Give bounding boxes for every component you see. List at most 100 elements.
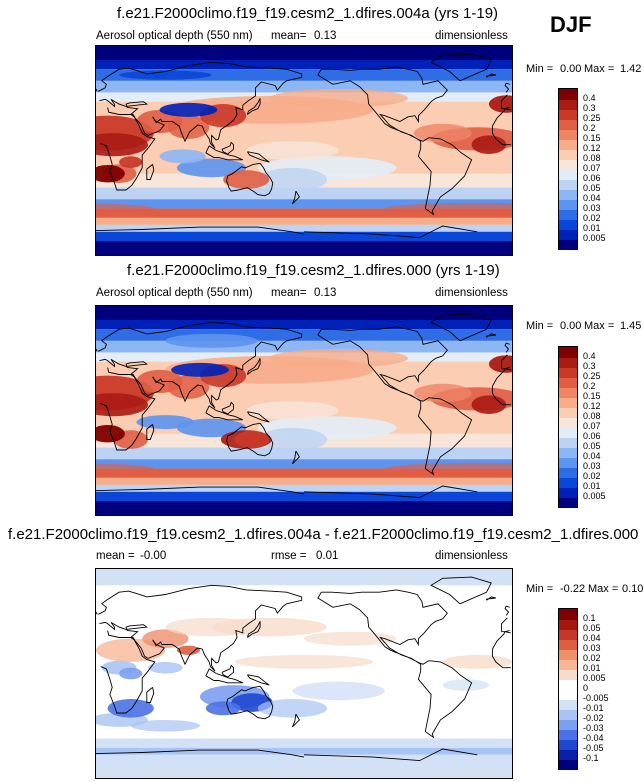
panel2-colorbar-swatch bbox=[559, 467, 577, 478]
panel3-colorbar-tick-label: -0.005 bbox=[583, 693, 609, 703]
panel3-map-canvas bbox=[96, 569, 512, 778]
panel3-colorbar-swatch bbox=[559, 669, 577, 680]
panel2-map-canvas bbox=[96, 306, 512, 515]
panel1-colorbar-tick-label: 0.02 bbox=[583, 213, 601, 223]
panel1-colorbar-tick-label: 0.01 bbox=[583, 223, 601, 233]
panel3-title: f.e21.F2000climo.f19_f19.cesm2_1.dfires.… bbox=[8, 526, 639, 543]
panel2-colorbar-tick-label: 0.15 bbox=[583, 391, 601, 401]
panel2-colorbar-tick-label: 0.12 bbox=[583, 401, 601, 411]
panel1-colorbar-swatch bbox=[559, 109, 577, 120]
panel1-colorbar-swatch bbox=[559, 99, 577, 110]
panel3-max-value: 0.10 bbox=[622, 583, 644, 595]
panel3-colorbar-swatch bbox=[559, 709, 577, 720]
panel1-max-value: 1.42 bbox=[620, 63, 642, 75]
panel1-colorbar-swatch bbox=[559, 189, 577, 200]
panel2-colorbar-swatch bbox=[559, 447, 577, 458]
panel2-colorbar-swatch bbox=[559, 397, 577, 408]
panel3-colorbar-tick-label: 0.01 bbox=[583, 663, 601, 673]
panel3-colorbar-swatch bbox=[559, 659, 577, 670]
panel3-colorbar-tick-label: -0.05 bbox=[583, 743, 604, 753]
panel2-colorbar-swatch bbox=[559, 437, 577, 448]
panel3-colorbar-swatch bbox=[559, 619, 577, 630]
panel3-colorbar-swatch bbox=[559, 699, 577, 710]
panel3-colorbar-swatch bbox=[559, 689, 577, 700]
panel3-colorbar: -0.1 -0.05 -0.04 -0.03 -0.02 -0.01 -0.005 0 0.00… bbox=[558, 608, 609, 770]
panel3-colorbar-swatch bbox=[559, 749, 577, 760]
panel1-units: dimensionless bbox=[435, 30, 508, 42]
panel1-mean-label: mean= bbox=[271, 30, 307, 42]
panel2-colorbar-tick-label: 0.03 bbox=[583, 461, 601, 471]
panel1-colorbar-swatch bbox=[559, 129, 577, 140]
panel1-colorbar-tick-label: 0.15 bbox=[583, 133, 601, 143]
panel2-colorbar-swatch bbox=[559, 387, 577, 398]
panel3-colorbar-tick-label: -0.04 bbox=[583, 733, 604, 743]
panel2-colorbar-swatch bbox=[559, 357, 577, 368]
panel3-rmse-label: rmse = bbox=[271, 550, 307, 562]
panel1-variable: Aerosol optical depth (550 nm) bbox=[96, 30, 253, 42]
panel2-colorbar-swatch bbox=[559, 457, 577, 468]
panel1-colorbar-swatch bbox=[559, 239, 577, 250]
panel1-title: f.e21.F2000climo.f19_f19.cesm2_1.dfires.… bbox=[117, 5, 499, 22]
panel1-colorbar-swatch bbox=[559, 209, 577, 220]
panel3-colorbar-swatch bbox=[559, 719, 577, 730]
panel1-colorbar-tick-label: 0.04 bbox=[583, 193, 601, 203]
panel2-title: f.e21.F2000climo.f19_f19.cesm2_1.dfires.… bbox=[127, 262, 500, 279]
panel2-colorbar-tick-label: 0.02 bbox=[583, 471, 601, 481]
panel3-min-label: Min = bbox=[526, 583, 554, 595]
panel2-colorbar-tick-label: 0.3 bbox=[583, 361, 596, 371]
panel1-colorbar-tick-label: 0.07 bbox=[583, 163, 601, 173]
panel1-min-value: 0.00 bbox=[560, 63, 582, 75]
panel1-mean-value: 0.13 bbox=[314, 30, 337, 42]
panel3-colorbar-tick-label: 0.03 bbox=[583, 643, 601, 653]
panel2-colorbar-swatch bbox=[559, 377, 577, 388]
panel1-colorbar-swatch bbox=[559, 139, 577, 150]
panel1-colorbar-swatch bbox=[559, 119, 577, 130]
panel3-colorbar-tick-label: 0 bbox=[583, 683, 589, 693]
panel3-rmse-value: 0.01 bbox=[316, 550, 339, 562]
panel3-colorbar-tick-label: -0.02 bbox=[583, 713, 604, 723]
panel2-colorbar-tick-label: 0.25 bbox=[583, 371, 601, 381]
panel2-colorbar-tick-label: 0.07 bbox=[583, 421, 601, 431]
panel1-colorbar-swatch bbox=[559, 199, 577, 210]
panel1-min-label: Min = bbox=[526, 63, 554, 75]
panel1-colorbar-tick-label: 0.2 bbox=[583, 123, 596, 133]
panel2-colorbar-swatch bbox=[559, 407, 577, 418]
panel1-map bbox=[95, 45, 513, 256]
panel2-colorbar-swatch bbox=[559, 497, 577, 508]
panel1-colorbar-tick-label: 0.03 bbox=[583, 203, 601, 213]
panel3-colorbar-swatch bbox=[559, 729, 577, 740]
panel3-colorbar-tick-label: 0.05 bbox=[583, 623, 601, 633]
panel3-colorbar-tick-label: -0.03 bbox=[583, 723, 604, 733]
panel2-colorbar: 0.005 0.01 0.02 0.03 0.04 0.05 0.06 0.07 0.08 0.1… bbox=[558, 346, 606, 508]
panel3-colorbar-swatch bbox=[559, 679, 577, 690]
panel2-colorbar-tick-label: 0.08 bbox=[583, 411, 601, 421]
panel3-colorbar-swatch bbox=[559, 649, 577, 660]
panel3-colorbar-tick-label: 0.1 bbox=[583, 613, 596, 623]
panel2-colorbar-swatch bbox=[559, 477, 577, 488]
panel1-map-canvas bbox=[96, 46, 512, 255]
panel2-map bbox=[95, 305, 513, 516]
panel2-colorbar-swatch bbox=[559, 367, 577, 378]
panel3-mean-value: -0.00 bbox=[140, 550, 167, 562]
panel2-units: dimensionless bbox=[435, 287, 508, 299]
panel3-max-label: Max = bbox=[588, 583, 619, 595]
panel2-min-label: Min = bbox=[526, 320, 554, 332]
panel1-colorbar: 0.005 0.01 0.02 0.03 0.04 0.05 0.06 0.07 0.08 0.1… bbox=[558, 88, 606, 250]
panel1-colorbar-tick-label: 0.005 bbox=[583, 233, 606, 243]
panel2-max-label: Max = bbox=[584, 320, 615, 332]
panel3-colorbar-swatch bbox=[559, 759, 577, 770]
panel1-colorbar-tick-label: 0.05 bbox=[583, 183, 601, 193]
panel2-max-value: 1.45 bbox=[620, 320, 642, 332]
panel2-variable: Aerosol optical depth (550 nm) bbox=[96, 287, 253, 299]
panel3-map bbox=[95, 568, 513, 779]
panel3-colorbar-swatch bbox=[559, 739, 577, 750]
panel1-colorbar-tick-label: 0.08 bbox=[583, 153, 601, 163]
panel1-colorbar-swatch bbox=[559, 89, 577, 100]
panel3-colorbar-tick-label: 0.005 bbox=[583, 673, 606, 683]
panel2-mean-value: 0.13 bbox=[314, 287, 337, 299]
panel3-colorbar-swatch bbox=[559, 629, 577, 640]
panel2-colorbar-tick-label: 0.005 bbox=[583, 491, 606, 501]
panel2-colorbar-tick-label: 0.05 bbox=[583, 441, 601, 451]
panel3-colorbar-tick-label: 0.02 bbox=[583, 653, 601, 663]
panel2-colorbar-tick-label: 0.2 bbox=[583, 381, 596, 391]
